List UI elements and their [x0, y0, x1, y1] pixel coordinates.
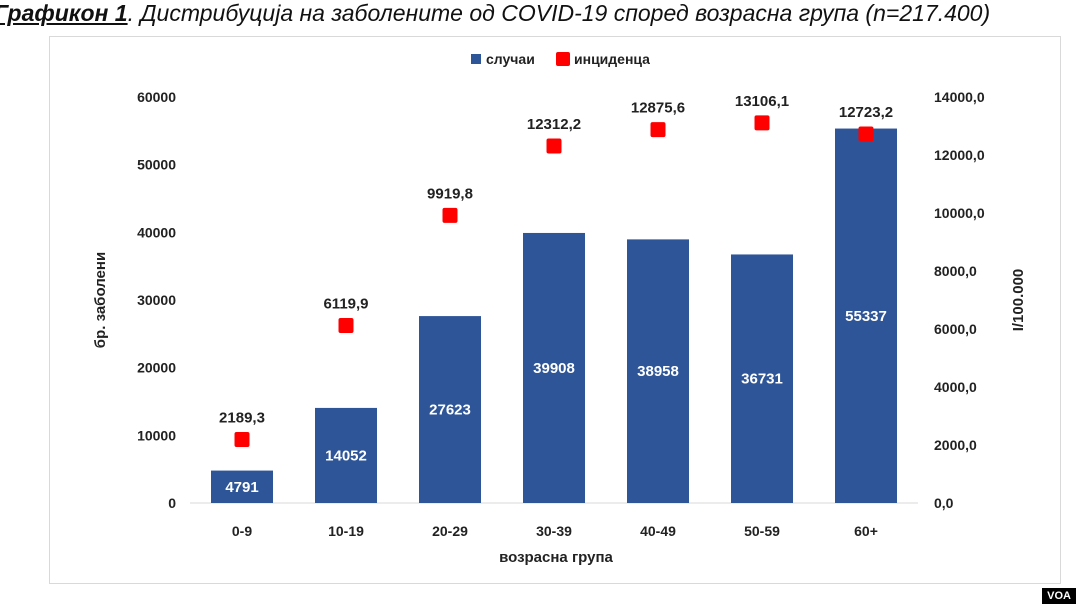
x-tick-label: 20-29 — [432, 523, 468, 539]
y2-tick-label: 8000,0 — [934, 263, 977, 279]
y2-tick-label: 12000,0 — [934, 147, 985, 163]
incidence-point — [338, 318, 354, 334]
y-tick-label: 50000 — [137, 157, 176, 173]
y-tick-label: 40000 — [137, 224, 176, 240]
y2-tick-label: 2000,0 — [934, 437, 977, 453]
y-tick-label: 60000 — [137, 89, 176, 105]
bar — [835, 128, 897, 503]
x-tick-label: 10-19 — [328, 523, 364, 539]
bar — [523, 232, 585, 503]
x-tick-label: 0-9 — [232, 523, 252, 539]
y2-tick-label: 4000,0 — [934, 379, 977, 395]
y-tick-label: 30000 — [137, 292, 176, 308]
bar-data-label: 4791 — [225, 479, 258, 496]
y2-tick-label: 10000,0 — [934, 205, 985, 221]
x-tick-label: 40-49 — [640, 523, 676, 539]
legend-swatch-points — [556, 52, 570, 66]
y-tick-label: 0 — [168, 495, 176, 511]
bar — [627, 239, 689, 503]
chart-title: Графикон 1. Дистрибуција на заболените о… — [0, 0, 990, 27]
bar — [315, 407, 377, 503]
bar — [211, 470, 273, 503]
legend-label-bars: случаи — [486, 51, 535, 67]
y2-tick-label: 14000,0 — [934, 89, 985, 105]
y2-tick-label: 0,0 — [934, 495, 954, 511]
chart-title-lead: Графикон 1 — [0, 0, 128, 26]
y2-axis-title: I/100.000 — [1010, 269, 1027, 332]
legend-label-points: инциденца — [574, 51, 650, 67]
incidence-data-label: 2189,3 — [219, 410, 265, 427]
incidence-point — [858, 126, 874, 142]
bar-data-label: 36731 — [741, 371, 783, 388]
voa-logo: VOA — [1042, 588, 1076, 604]
incidence-point — [754, 115, 770, 131]
incidence-data-label: 9919,8 — [427, 185, 473, 202]
x-tick-label: 50-59 — [744, 523, 780, 539]
bar-data-label: 14052 — [325, 447, 367, 464]
legend-swatch-bars — [471, 54, 481, 64]
bar-data-label: 39908 — [533, 360, 575, 377]
x-axis-title: возрасна група — [499, 549, 613, 566]
incidence-point — [650, 122, 666, 138]
bar-data-label: 55337 — [845, 308, 887, 325]
incidence-data-label: 12312,2 — [527, 116, 581, 133]
incidence-point — [546, 138, 562, 154]
bar-data-label: 38958 — [637, 363, 679, 380]
y-tick-label: 20000 — [137, 360, 176, 376]
incidence-data-label: 12723,2 — [839, 104, 893, 121]
x-tick-label: 30-39 — [536, 523, 572, 539]
incidence-data-label: 12875,6 — [631, 100, 685, 117]
bar-data-label: 27623 — [429, 402, 471, 419]
x-tick-label: 60+ — [854, 523, 878, 539]
y-axis-title: бр. заболени — [92, 252, 109, 348]
incidence-data-label: 13106,1 — [735, 93, 789, 110]
bar — [419, 316, 481, 503]
bar — [731, 254, 793, 503]
incidence-point — [442, 207, 458, 223]
incidence-point — [234, 432, 250, 448]
chart-title-rest: . Дистрибуција на заболените од COVID-19… — [127, 0, 991, 26]
incidence-data-label: 6119,9 — [323, 296, 368, 313]
y2-tick-label: 6000,0 — [934, 321, 977, 337]
y-tick-label: 10000 — [137, 427, 176, 443]
